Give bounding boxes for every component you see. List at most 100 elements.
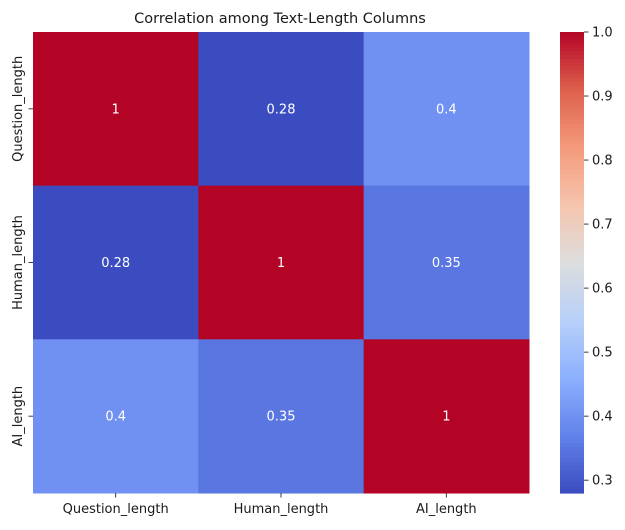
- colorbar-segment: [560, 362, 584, 367]
- colorbar-segment: [560, 112, 584, 118]
- cell-label-r2-c1: 0.28: [101, 256, 130, 271]
- cell-label-r3-c1: 0.4: [105, 410, 126, 425]
- colorbar-segment: [560, 462, 584, 467]
- colorbar-segment: [560, 85, 584, 91]
- x-tick-label-2: Human_length: [234, 502, 329, 517]
- colorbar-segment: [560, 101, 584, 106]
- colorbar-segment: [560, 377, 584, 383]
- heatmap-cell-r2-c2: [198, 185, 365, 340]
- colorbar-segment: [560, 139, 584, 145]
- x-tick-label-1: Question_length: [63, 502, 169, 517]
- colorbar-segment: [560, 128, 584, 133]
- x-tick-label-3: AI_length: [416, 502, 477, 517]
- colorbar-segment: [560, 404, 584, 410]
- heatmap-cell-r1-c3: [363, 32, 530, 187]
- colorbar-segment: [560, 443, 584, 448]
- colorbar-segment: [560, 201, 584, 206]
- colorbar-segment: [560, 274, 584, 279]
- colorbar-segment: [560, 339, 584, 344]
- colorbar-segment: [560, 224, 584, 229]
- colorbar-segment: [560, 104, 584, 110]
- colorbar-segment: [560, 396, 584, 402]
- colorbar-segment: [560, 193, 584, 198]
- colorbar-segment: [560, 254, 584, 260]
- heatmap-cell-r3-c3: [363, 339, 530, 494]
- heatmap-cell-r3-c2: [198, 339, 365, 494]
- colorbar-segment: [560, 347, 584, 352]
- heatmap-cell-r3-c1: [33, 339, 199, 494]
- colorbar-segment: [560, 120, 584, 125]
- colorbar-segment: [560, 266, 584, 271]
- colorbar-segment: [560, 385, 584, 390]
- colorbar-segment: [560, 47, 584, 52]
- colorbar-tick-label-4: 0.6: [592, 282, 613, 297]
- colorbar-segment: [560, 166, 584, 171]
- colorbar-segment: [560, 316, 584, 321]
- colorbar-segment: [560, 373, 584, 379]
- colorbar-segment: [560, 51, 584, 56]
- colorbar-segment: [560, 147, 584, 152]
- colorbar-segment: [560, 370, 584, 375]
- colorbar-segment: [560, 189, 584, 194]
- colorbar-segment: [560, 108, 584, 114]
- colorbar-segment: [560, 239, 584, 244]
- colorbar-segment: [560, 162, 584, 168]
- colorbar-tick-label-1: 0.3: [592, 474, 613, 489]
- colorbar-segment: [560, 247, 584, 252]
- colorbar-segment: [560, 335, 584, 340]
- colorbar-segment: [560, 473, 584, 479]
- colorbar-segment: [560, 354, 584, 360]
- colorbar-segment: [560, 124, 584, 129]
- colorbar-segment: [560, 446, 584, 452]
- cell-label-r3-c2: 0.35: [267, 410, 296, 425]
- colorbar-tick-label-5: 0.7: [592, 218, 613, 233]
- colorbar-segment: [560, 358, 584, 363]
- colorbar-segment: [560, 181, 584, 187]
- colorbar-segment: [560, 416, 584, 421]
- colorbar: [560, 32, 584, 494]
- colorbar-segment: [560, 297, 584, 302]
- colorbar-segment: [560, 277, 584, 283]
- colorbar-segment: [560, 70, 584, 75]
- colorbar-segment: [560, 293, 584, 298]
- colorbar-segment: [560, 304, 584, 310]
- colorbar-segment: [560, 243, 584, 248]
- colorbar-segment: [560, 35, 584, 41]
- colorbar-segment: [560, 393, 584, 398]
- colorbar-segment: [560, 204, 584, 210]
- heatmap-cell-r2-c1: [33, 185, 199, 340]
- colorbar-segment: [560, 477, 584, 483]
- colorbar-segment: [560, 323, 584, 329]
- cell-label-r1-c2: 0.28: [267, 102, 296, 117]
- cell-label-r1-c3: 0.4: [436, 102, 457, 117]
- colorbar-segment: [560, 250, 584, 256]
- colorbar-segment: [560, 74, 584, 79]
- colorbar-segment: [560, 174, 584, 179]
- colorbar-segment: [560, 116, 584, 121]
- colorbar-segment: [560, 58, 584, 64]
- colorbar-segment: [560, 458, 584, 463]
- colorbar-segment: [560, 343, 584, 348]
- colorbar-segment: [560, 185, 584, 191]
- colorbar-segment: [560, 469, 584, 475]
- colorbar-segment: [560, 331, 584, 337]
- colorbar-segment: [560, 212, 584, 217]
- colorbar-segment: [560, 143, 584, 148]
- heatmap-cell-r1-c1: [33, 32, 199, 187]
- cell-label-r1-c1: 1: [112, 102, 120, 117]
- colorbar-segment: [560, 197, 584, 202]
- colorbar-segment: [560, 381, 584, 387]
- colorbar-segment: [560, 135, 584, 141]
- colorbar-segment: [560, 435, 584, 440]
- colorbar-segment: [560, 258, 584, 264]
- colorbar-segment: [560, 308, 584, 314]
- colorbar-segment: [560, 93, 584, 98]
- colorbar-segment: [560, 131, 584, 137]
- colorbar-segment: [560, 81, 584, 87]
- chart-title: Correlation among Text-Length Columns: [134, 11, 426, 27]
- colorbar-segment: [560, 231, 584, 237]
- colorbar-segment: [560, 450, 584, 456]
- colorbar-segment: [560, 289, 584, 294]
- cell-label-r2-c2: 1: [277, 256, 285, 271]
